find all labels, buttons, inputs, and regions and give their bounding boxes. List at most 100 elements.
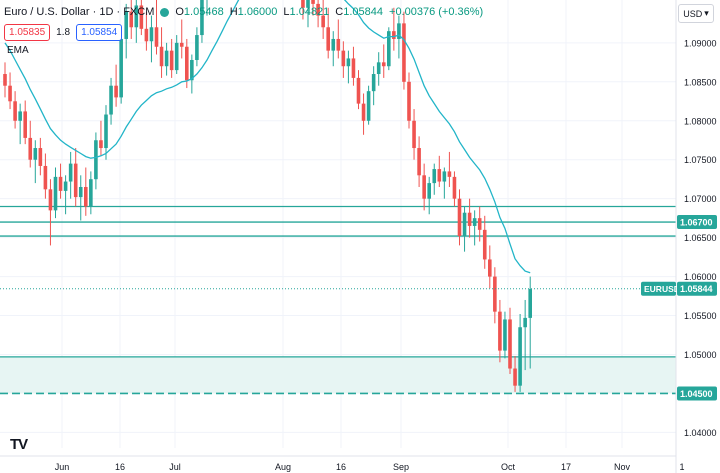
level-price-tag xyxy=(677,215,717,230)
time-tick-label: 16 xyxy=(336,462,346,472)
candle-body xyxy=(200,0,204,36)
currency-selector[interactable]: USD ▾ xyxy=(678,4,714,23)
sell-button[interactable]: 1.05835 xyxy=(4,24,51,41)
close-label: C xyxy=(335,6,344,18)
candle-body xyxy=(356,77,361,104)
horizontal-levels[interactable] xyxy=(0,205,676,395)
high-value: 1.06000 xyxy=(237,6,278,18)
symbol-tag xyxy=(641,281,676,296)
candle-body xyxy=(432,169,437,184)
candle-body xyxy=(13,101,17,121)
price-tick-label: 1.08500 xyxy=(684,77,717,87)
candle-body xyxy=(518,327,522,386)
low-value: 1.04821 xyxy=(289,6,330,18)
candle-body xyxy=(366,91,371,121)
candle-body xyxy=(159,46,164,67)
candle-body xyxy=(477,218,482,230)
low-label: L xyxy=(283,6,290,18)
candle-body xyxy=(407,81,411,121)
time-tick-label: 1 xyxy=(679,462,684,472)
candle-body xyxy=(185,46,189,81)
symbol-header: Euro / U.S. Dollar · 1D · FXCM O1.05468 … xyxy=(4,3,483,21)
level-price-label: 1.06700 xyxy=(680,218,713,228)
candle-body xyxy=(84,186,88,207)
time-tick-label: 16 xyxy=(115,462,125,472)
price-tick-label: 1.05500 xyxy=(684,311,717,321)
candle-body xyxy=(381,62,386,67)
candle-body xyxy=(346,58,351,67)
candle-body xyxy=(68,163,73,182)
candle-body xyxy=(412,120,416,149)
candle-body xyxy=(48,189,53,211)
candle-body xyxy=(523,317,527,328)
time-tick-label: 17 xyxy=(561,462,571,472)
open-value: 1.05468 xyxy=(183,6,224,18)
ema-line xyxy=(4,0,531,274)
candle-body xyxy=(447,171,452,177)
candle-body xyxy=(73,163,78,198)
candle-body xyxy=(341,50,346,67)
candle-body xyxy=(134,5,139,28)
symbol-tag-label: EURUSD xyxy=(644,284,680,294)
candle-body xyxy=(306,0,310,8)
price-tick-label: 1.06500 xyxy=(684,233,717,243)
candle-body xyxy=(154,27,159,47)
candle-body xyxy=(316,3,320,16)
candle-body xyxy=(437,169,442,182)
candle-body xyxy=(174,42,179,71)
candle-body xyxy=(179,42,184,47)
candlestick-series xyxy=(3,0,532,392)
candle-body xyxy=(53,176,58,211)
candle-body xyxy=(417,148,421,176)
price-tick-label: 1.08000 xyxy=(684,116,717,126)
price-tick-label: 1.06000 xyxy=(684,272,717,282)
candle-body xyxy=(513,368,517,386)
candle-body xyxy=(38,148,43,166)
price-tick-label: 1.09000 xyxy=(684,38,717,48)
candle-body xyxy=(18,111,22,121)
candle-body xyxy=(149,27,154,42)
candle-body xyxy=(33,148,38,160)
candle-body xyxy=(109,85,113,115)
time-tick-label: Jul xyxy=(169,462,181,472)
candle-body xyxy=(119,38,123,98)
close-value: 1.05844 xyxy=(343,6,384,18)
candle-body xyxy=(472,218,477,226)
currency-label: USD xyxy=(683,8,703,19)
price-tick-label: 1.07000 xyxy=(684,194,717,204)
candle-body xyxy=(28,137,33,160)
price-tick-label: 1.04000 xyxy=(684,428,717,438)
candle-body xyxy=(427,183,431,199)
candle-body xyxy=(498,311,502,351)
time-tick-label: Aug xyxy=(275,462,291,472)
candle-body xyxy=(457,198,462,237)
candle-body xyxy=(311,0,315,4)
price-tick-label: 1.07500 xyxy=(684,155,717,165)
candle-body xyxy=(23,111,27,138)
candle-body xyxy=(397,23,401,39)
time-tick-label: Oct xyxy=(501,462,516,472)
candle-body xyxy=(462,212,467,237)
buy-button[interactable]: 1.05854 xyxy=(76,24,123,41)
candle-body xyxy=(104,114,108,149)
candle-body xyxy=(508,319,512,369)
time-tick-label: Sep xyxy=(393,462,409,472)
level-price-tag xyxy=(677,386,717,401)
candle-body xyxy=(114,85,118,98)
candle-body xyxy=(195,35,199,60)
tradingview-logo-icon[interactable]: TV xyxy=(10,436,28,453)
time-tick-label: Jun xyxy=(55,462,70,472)
candle-body xyxy=(139,5,144,29)
candle-body xyxy=(78,186,83,198)
candle-body xyxy=(503,319,507,351)
candle-body xyxy=(488,259,492,277)
candle-body xyxy=(361,103,366,121)
ema-indicator-label[interactable]: EMA xyxy=(7,45,29,56)
candle-body xyxy=(336,38,341,51)
price-tick-label: 1.05000 xyxy=(684,350,717,360)
candle-body xyxy=(402,23,406,82)
candle-body xyxy=(371,74,376,92)
symbol-title[interactable]: Euro / U.S. Dollar · 1D · FXCM xyxy=(4,6,155,18)
